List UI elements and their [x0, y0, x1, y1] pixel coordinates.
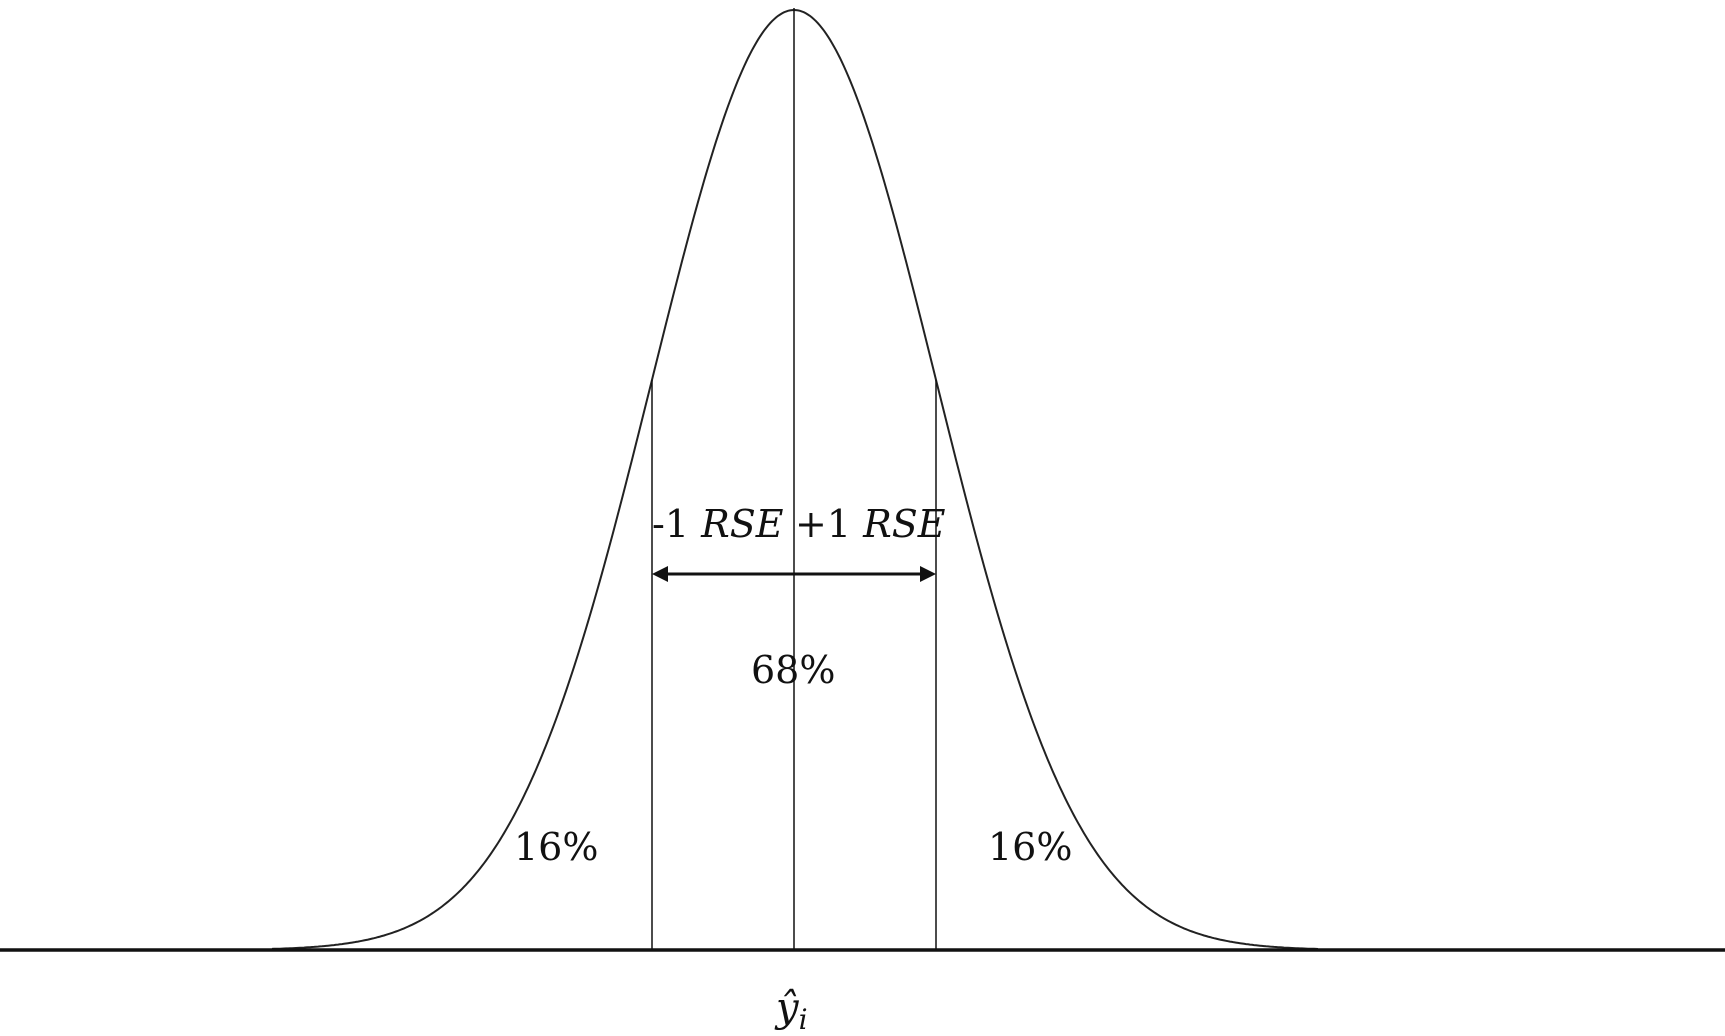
y-hat-subscript: i [798, 1003, 808, 1036]
plus-one-rse-label: +1 RSE [795, 505, 946, 543]
arrowhead-left-icon [652, 566, 668, 582]
right-tail-percent-label: 16% [988, 825, 1073, 869]
arrowhead-right-icon [920, 566, 936, 582]
rse-double-arrow [652, 566, 936, 582]
minus-one-rse-label: -1 RSE [652, 505, 784, 543]
plus-prefix: +1 [795, 502, 864, 546]
y-hat-symbol: ŷ [776, 985, 799, 1031]
bell-curve [271, 8, 1319, 950]
minus-unit: RSE [701, 502, 784, 546]
plus-unit: RSE [863, 502, 946, 546]
center-percent-label: 68% [751, 648, 836, 692]
minus-prefix: -1 [652, 502, 702, 546]
left-tail-percent-label: 16% [514, 825, 599, 869]
predicted-value-label: ŷi [776, 988, 808, 1034]
